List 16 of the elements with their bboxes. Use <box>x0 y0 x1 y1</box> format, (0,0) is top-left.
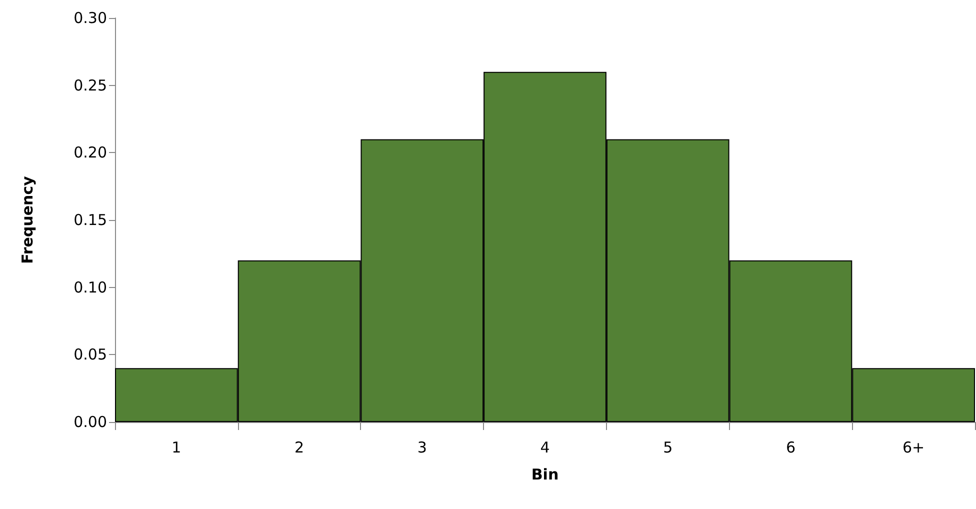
x-tick-label: 6+ <box>902 438 925 456</box>
y-tick-label: 0.10 <box>74 278 107 296</box>
y-tick-label: 0.15 <box>74 211 107 229</box>
y-tick-label: 0.05 <box>74 346 107 364</box>
y-axis-title: Frequency <box>18 176 36 264</box>
y-tick-label: 0.30 <box>74 9 107 27</box>
y-tick-label: 0.25 <box>74 76 107 94</box>
x-tick-label: 1 <box>172 438 182 456</box>
x-axis-title: Bin <box>531 466 559 484</box>
x-tick-label: 2 <box>294 438 304 456</box>
y-tick-label: 0.00 <box>74 413 107 431</box>
x-tick-label: 6 <box>786 438 796 456</box>
x-tick-label: 4 <box>540 438 550 456</box>
y-tick-label: 0.20 <box>74 144 107 162</box>
x-tick-label: 3 <box>417 438 427 456</box>
x-tick-label: 5 <box>663 438 673 456</box>
